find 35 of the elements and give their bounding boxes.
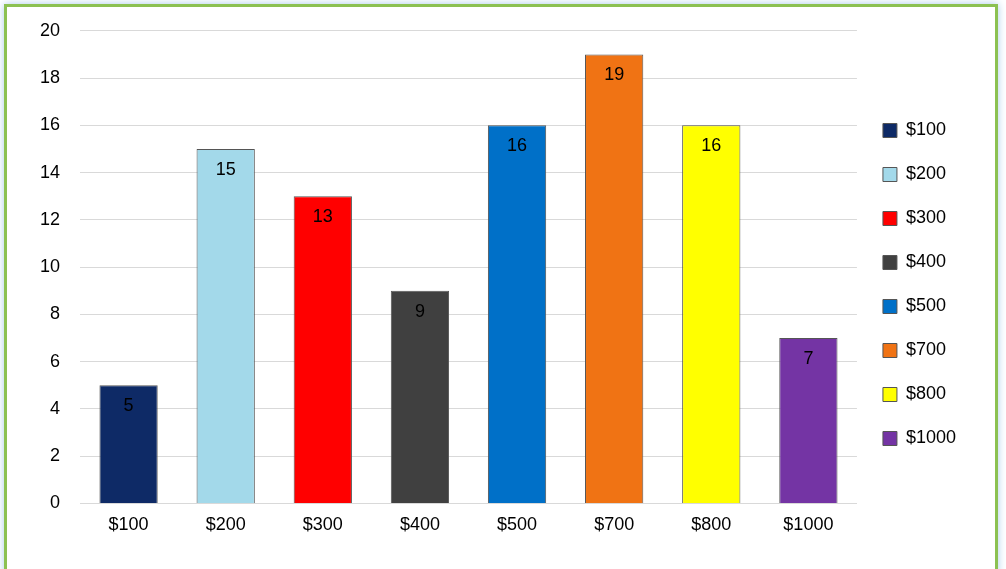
data-label: 16: [507, 135, 528, 156]
data-label: 13: [312, 206, 333, 227]
y-tick-label: 4: [50, 397, 61, 418]
legend-label: $500: [905, 295, 946, 316]
legend-label: $300: [905, 207, 946, 228]
data-label: 15: [215, 158, 236, 179]
legend-label: $100: [905, 119, 946, 140]
y-tick-label: 10: [39, 256, 61, 277]
data-label: 5: [123, 395, 134, 416]
data-label: 9: [414, 300, 425, 321]
y-tick-label: 20: [39, 19, 61, 40]
legend-label: $700: [905, 339, 946, 360]
data-label: 19: [604, 64, 625, 85]
x-tick-label: $1000: [783, 514, 834, 535]
y-tick-label: 12: [39, 208, 61, 229]
y-tick-label: 8: [50, 303, 61, 324]
x-tick-label: $100: [108, 514, 149, 535]
y-tick-label: 2: [50, 445, 61, 466]
x-tick-label: $700: [594, 514, 635, 535]
legend-label: $1000: [905, 427, 957, 448]
y-tick-label: 16: [39, 114, 61, 135]
x-tick-label: $800: [691, 514, 732, 535]
x-tick-label: $200: [205, 514, 246, 535]
y-tick-label: 14: [39, 161, 61, 182]
y-tick-label: 18: [39, 67, 61, 88]
legend-label: $400: [905, 251, 946, 272]
data-label: 7: [803, 347, 814, 368]
y-tick-label: 6: [50, 350, 61, 371]
data-label: 16: [701, 135, 722, 156]
x-tick-label: $500: [497, 514, 538, 535]
legend-label: $800: [905, 383, 946, 404]
legend-label: $200: [905, 163, 946, 184]
x-tick-label: $400: [399, 514, 440, 535]
x-tick-label: $300: [302, 514, 343, 535]
y-tick-label: 0: [50, 492, 61, 513]
